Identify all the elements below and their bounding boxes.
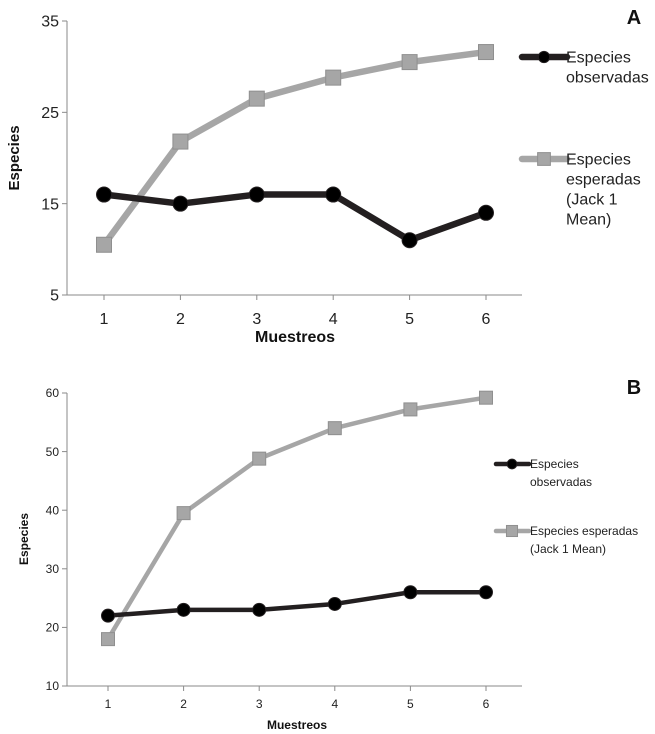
legend-label: Especies esperadas: [530, 524, 638, 538]
legend-label: (Jack 1 Mean): [530, 542, 606, 556]
data-point-observed: [478, 204, 494, 221]
y-tick-label: 35: [41, 14, 59, 31]
x-tick-label: 2: [180, 697, 187, 711]
series-line-expected: [101, 48, 487, 247]
data-point-expected: [172, 133, 189, 150]
y-tick-label: 5: [50, 288, 59, 305]
x-axis-title: Muestreos: [267, 718, 327, 732]
legend-marker-circle: [537, 50, 551, 64]
y-tick-label: 60: [46, 386, 60, 400]
data-point-expected: [252, 451, 267, 466]
legend-label: observadas: [530, 475, 592, 489]
panel-label: B: [627, 377, 641, 399]
x-tick-label: 1: [100, 311, 109, 328]
y-tick-label: 40: [46, 503, 60, 517]
data-point-expected: [248, 90, 265, 107]
data-point-expected: [403, 402, 418, 417]
data-point-observed: [96, 186, 112, 203]
y-tick-label: 25: [41, 105, 59, 122]
data-point-expected: [478, 44, 494, 61]
data-point-observed: [248, 186, 265, 203]
series-line-observed: [103, 191, 488, 244]
x-tick-label: 6: [482, 311, 491, 328]
y-axis-title: Especies: [6, 125, 23, 190]
data-point-observed: [252, 602, 267, 617]
chart-panel-a: 5 15 25 35 1 2 3 4 5 6 Muestreos Especies A Especies o…: [6, 7, 649, 346]
data-point-expected: [96, 236, 112, 253]
legend-marker-circle: [506, 458, 518, 470]
legend-label: Mean): [566, 212, 611, 229]
legend: Especies observadas Especies esperadas (Jac…: [493, 457, 638, 556]
data-point-observed: [479, 585, 493, 600]
data-point-observed: [325, 186, 342, 203]
legend: Especies observadas Especies esperadas (Jack…: [518, 50, 649, 229]
data-point-observed: [403, 585, 418, 600]
x-tick-label: 1: [105, 697, 112, 711]
data-point-expected: [176, 506, 191, 521]
y-tick-label: 15: [41, 196, 59, 213]
legend-marker-square: [505, 524, 519, 538]
panel-label: A: [627, 7, 641, 29]
x-tick-label: 5: [407, 697, 414, 711]
legend-label: Especies: [566, 50, 631, 67]
data-point-observed: [176, 602, 191, 617]
chart-panel-b: 10 20 30 40 50 60 1 2 3 4 5 6 Muestreos Especies B Espe…: [17, 377, 641, 732]
series-line-expected: [106, 395, 487, 641]
data-point-observed: [172, 195, 189, 212]
legend-label: esperadas: [566, 172, 641, 189]
y-tick-label: 50: [46, 445, 60, 459]
data-point-expected: [101, 632, 115, 647]
x-tick-label: 3: [256, 697, 263, 711]
legend-label: (Jack 1: [566, 192, 618, 209]
y-tick-label: 10: [46, 679, 60, 693]
x-tick-label: 5: [405, 311, 414, 328]
x-tick-label: 4: [329, 311, 338, 328]
y-tick-label: 20: [46, 621, 60, 635]
data-point-observed: [327, 596, 342, 611]
x-tick-label: 3: [252, 311, 261, 328]
x-tick-label: 4: [331, 697, 338, 711]
legend-marker-square: [537, 152, 551, 166]
data-point-expected: [401, 54, 418, 71]
data-point-observed: [401, 232, 418, 249]
legend-label: Especies: [530, 457, 579, 471]
y-axis-title: Especies: [17, 513, 31, 565]
data-point-expected: [325, 69, 342, 86]
x-axis-title: Muestreos: [255, 329, 335, 346]
data-point-expected: [479, 390, 493, 405]
data-point-observed: [101, 608, 115, 623]
series-line-observed: [107, 589, 486, 618]
legend-label: Especies: [566, 152, 631, 169]
x-tick-label: 6: [483, 697, 490, 711]
legend-label: observadas: [566, 70, 649, 87]
x-tick-label: 2: [176, 311, 185, 328]
data-point-expected: [327, 421, 342, 436]
y-tick-label: 30: [46, 562, 60, 576]
